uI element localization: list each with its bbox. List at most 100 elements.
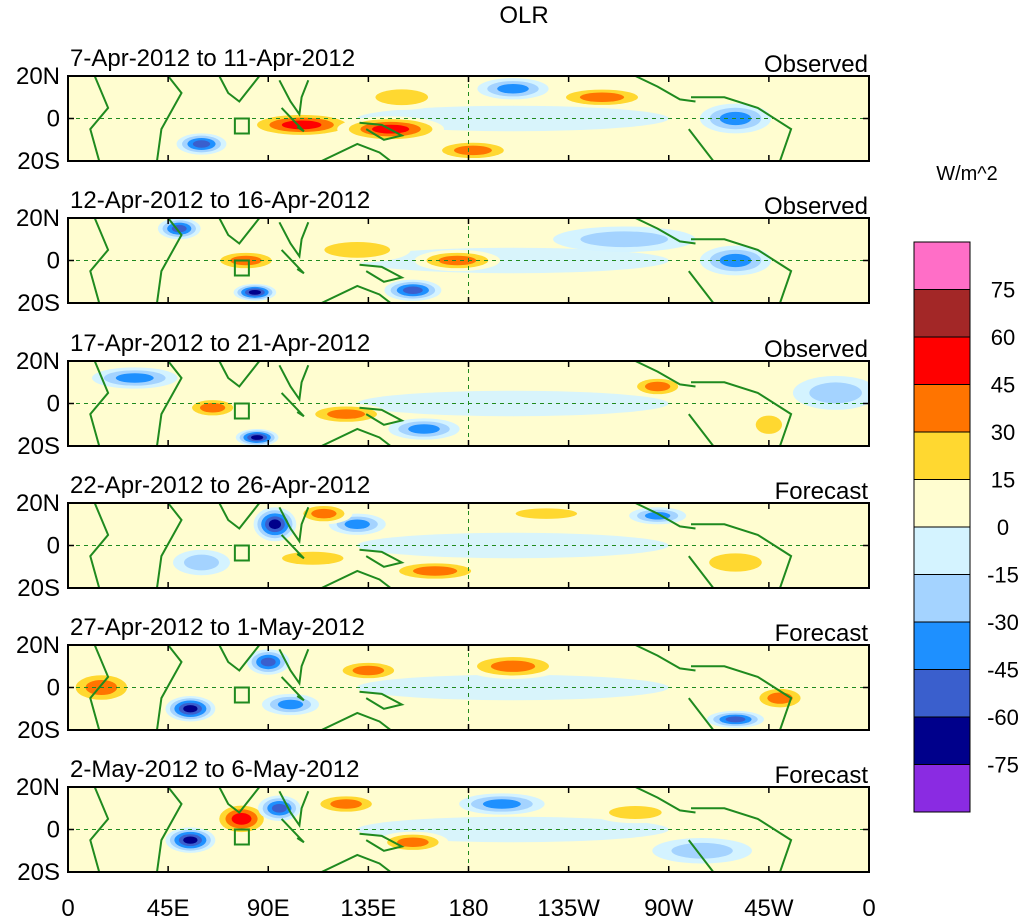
colorbar-tick-label: -75 <box>987 753 1019 778</box>
coastline <box>280 249 305 275</box>
coastline <box>321 142 392 161</box>
anomaly-contour <box>192 140 211 148</box>
anomaly-contour <box>579 92 625 102</box>
lat-tick-label: 20N <box>16 490 60 517</box>
colorbar-tick-label: 60 <box>991 325 1015 350</box>
panel-date-range: 12-Apr-2012 to 16-Apr-2012 <box>70 187 370 214</box>
region-box <box>233 544 250 562</box>
coastline <box>321 427 392 446</box>
background-anomaly <box>357 532 669 559</box>
coastline <box>359 832 405 852</box>
colorbar-swatch <box>913 669 971 718</box>
panel-kind: Forecast <box>775 762 869 789</box>
anomaly-field <box>89 76 793 161</box>
anomaly-contour <box>231 812 252 825</box>
anomaly-contour <box>609 805 662 820</box>
colorbar-swatch <box>913 336 971 385</box>
anomaly-contour <box>402 286 423 294</box>
colorbar-swatch <box>913 526 971 575</box>
anomaly-contour <box>183 836 198 844</box>
anomaly-contour <box>282 551 344 565</box>
colorbar-tick-label: 30 <box>991 420 1015 445</box>
region-box <box>233 117 250 135</box>
panel: 20N 0 20S 2-May-2012 to 6-May-2012 Forecast <box>16 756 870 886</box>
colorbar-tick-label: 45 <box>991 373 1015 398</box>
coastline <box>278 790 310 828</box>
panel-date-range: 22-Apr-2012 to 26-Apr-2012 <box>70 472 370 499</box>
coastline <box>321 711 392 730</box>
lat-tick-label: 0 <box>47 675 60 702</box>
coastline <box>280 534 305 560</box>
coastline <box>89 645 183 730</box>
panel: 20N 0 20S 22-Apr-2012 to 26-Apr-2012 Forecas… <box>16 472 870 602</box>
anomaly-contour <box>490 660 536 672</box>
panel-kind: Forecast <box>775 478 869 505</box>
panel: 20N 0 20S 27-Apr-2012 to 1-May-2012 Forecast <box>16 614 870 744</box>
anomaly-contour <box>482 799 521 809</box>
coastline <box>89 76 183 161</box>
colorbar-tick-label: 15 <box>991 468 1015 493</box>
anomaly-contour <box>277 699 304 710</box>
coastline <box>359 121 405 141</box>
anomaly-contour <box>115 373 154 383</box>
coastline <box>688 807 793 872</box>
coastline <box>89 503 183 588</box>
panel-kind: Forecast <box>775 620 869 647</box>
coastline <box>218 645 261 672</box>
coastline <box>634 76 696 103</box>
colorbar-swatch <box>913 621 971 670</box>
colorbar-swatch <box>913 289 971 338</box>
colorbar-swatch <box>913 384 971 433</box>
anomaly-contour <box>183 705 198 713</box>
anomaly-field <box>89 787 793 872</box>
anomaly-contour <box>408 424 440 434</box>
anomaly-contour <box>183 554 220 571</box>
colorbar-tick-label: -60 <box>987 705 1019 730</box>
anomaly-contour <box>412 566 458 576</box>
anomaly-contour <box>352 665 385 676</box>
anomaly-contour <box>311 508 337 519</box>
anomaly-contour <box>709 553 762 572</box>
region-box <box>233 686 250 704</box>
lat-tick-label: 20N <box>16 205 60 232</box>
colorbar-tick-label: -15 <box>987 563 1019 588</box>
anomaly-contour <box>671 842 733 859</box>
panel-date-range: 17-Apr-2012 to 21-Apr-2012 <box>70 330 370 357</box>
colorbar-swatch <box>913 241 971 290</box>
region-box <box>233 828 250 846</box>
region-box <box>233 259 250 277</box>
coastline <box>218 218 261 245</box>
panel: 20N 0 20S 12-Apr-2012 to 16-Apr-2012 Observe… <box>16 187 870 317</box>
colorbar-swatch <box>913 764 971 813</box>
lon-tick-label: 90E <box>247 895 290 920</box>
anomaly-field <box>68 645 809 730</box>
lat-tick-label: 0 <box>47 817 60 844</box>
colorbar-units: W/m^2 <box>936 163 998 185</box>
longitude-axis: 0 45E 90E 135E 180 135W 90W 45W 0 <box>61 895 875 920</box>
coastline <box>359 263 405 283</box>
colorbar-tick-label: -30 <box>987 610 1019 635</box>
lat-tick-label: 20N <box>16 63 60 90</box>
anomaly-contour <box>271 803 287 813</box>
lon-tick-label: 90W <box>644 895 694 920</box>
lat-tick-label: 20S <box>17 859 60 886</box>
panel-kind: Observed <box>764 51 868 78</box>
colorbar: W/m^2 -75 -60 -45 -30 -15 0 15 30 45 60 75 <box>913 163 1019 813</box>
lat-tick-label: 20N <box>16 774 60 801</box>
anomaly-contour <box>580 231 669 248</box>
coastline <box>218 76 261 103</box>
chart-title: OLR <box>499 2 548 29</box>
anomaly-contour <box>809 382 862 404</box>
lat-tick-label: 0 <box>47 248 60 275</box>
anomaly-contour <box>453 145 492 156</box>
lat-tick-label: 20S <box>17 290 60 317</box>
coastline <box>89 787 183 872</box>
panel: 20N 0 20S 17-Apr-2012 to 21-Apr-2012 Observe… <box>16 330 870 460</box>
anomaly-contour <box>725 716 746 723</box>
lon-tick-label: 180 <box>448 895 488 920</box>
anomaly-contour <box>260 657 276 667</box>
anomaly-contour <box>438 255 477 266</box>
lat-tick-label: 0 <box>47 533 60 560</box>
anomaly-contour <box>644 381 671 392</box>
